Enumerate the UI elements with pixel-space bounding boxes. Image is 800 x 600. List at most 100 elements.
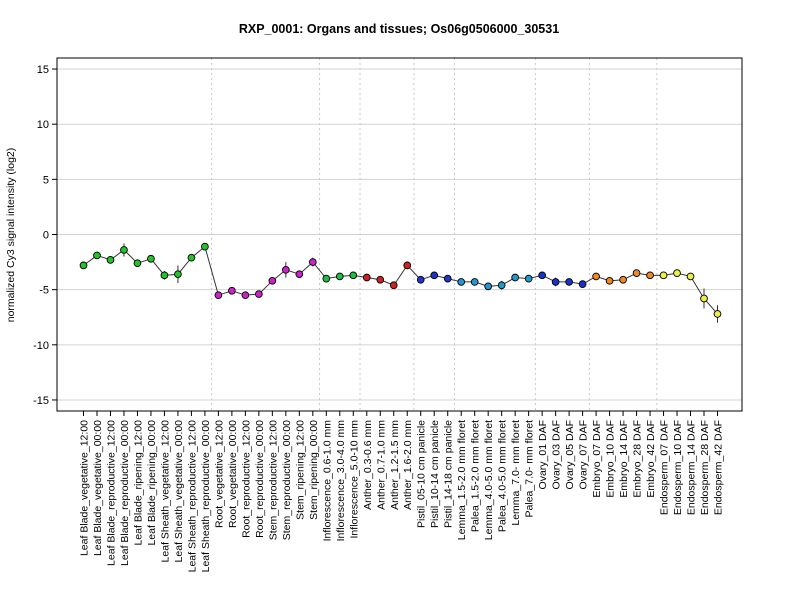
data-point	[174, 270, 182, 279]
data-point	[551, 278, 560, 286]
data-point	[430, 271, 439, 280]
x-tick-label: Ovary_03 DAF	[551, 420, 563, 489]
data-point	[605, 276, 614, 285]
axes: -15 -10 -5 0 5 10 15 Leaf Blade_vegetative_12:0…	[33, 64, 724, 572]
y-tick-label: 0	[43, 230, 49, 242]
x-tick-label: Embryo_28 DAF	[632, 420, 644, 498]
x-tick-label: Leaf Sheath_reproductive_12:00	[186, 420, 198, 573]
data-point	[335, 272, 344, 281]
x-tick-label: Endosperm_42 DAF	[713, 420, 725, 515]
data-point	[416, 275, 425, 284]
x-tick-label: Leaf Blade_vegetative_12:00	[79, 420, 91, 556]
data-point	[322, 274, 331, 283]
data-point	[389, 281, 398, 290]
x-tick-label: Embryo_07 DAF	[591, 420, 603, 498]
x-tick-label: Ovary_07 DAF	[578, 420, 590, 489]
x-tick-label: Embryo_14 DAF	[618, 420, 630, 498]
x-tick-label: Lemma_4.0-5.0 mm floret	[483, 420, 495, 540]
y-tick-label: 5	[43, 174, 49, 186]
x-tick-label: Embryo_42 DAF	[645, 420, 657, 498]
data-point	[376, 275, 385, 284]
x-tick-label: Inflorescence_5.0-10 mm	[348, 420, 360, 539]
x-tick-label: Stem_reproductive_00:00	[281, 420, 293, 540]
x-tick-label: Anther_0.3-0.6 mm	[362, 420, 374, 510]
data-point	[349, 271, 358, 280]
data-point	[403, 261, 412, 270]
y-tick-label: -5	[39, 285, 49, 297]
data-point	[160, 271, 169, 280]
data-point	[120, 246, 128, 254]
y-tick-label: -10	[33, 340, 49, 352]
x-tick-label: Ovary_05 DAF	[564, 420, 576, 489]
y-axis-label: normalized Cy3 signal intensity (log2)	[5, 148, 17, 323]
data-point	[214, 291, 223, 300]
chart-title: RXP_0001: Organs and tissues; Os06g05060…	[239, 22, 559, 36]
data-point	[79, 261, 88, 270]
data-point	[201, 242, 209, 251]
data-point	[511, 273, 520, 282]
x-tick-label: Leaf Sheath_reproductive_00:00	[200, 420, 212, 573]
data-point	[619, 275, 627, 284]
x-tick-label: Pistil_14-18 cm panicle	[443, 420, 455, 528]
data-point	[241, 291, 250, 300]
x-tick-label: Stem_ripening_00:00	[308, 420, 320, 520]
data-point	[295, 270, 304, 279]
data-point	[524, 274, 533, 283]
data-point	[106, 256, 115, 264]
data-point	[686, 272, 695, 281]
data-point	[578, 280, 587, 288]
x-tick-label: Root_vegetative_00:00	[227, 420, 239, 528]
x-tick-label: Palea_4.0-5.0 mm floret	[497, 420, 509, 532]
y-tick-label: 10	[37, 119, 49, 131]
x-tick-label: Endosperm_10 DAF	[672, 420, 684, 515]
x-tick-label: Endosperm_07 DAF	[659, 420, 671, 515]
grid	[57, 58, 742, 411]
x-tick-label: Root_vegetative_12:00	[213, 420, 225, 528]
x-tick-label: Palea_7.0- mm floret	[524, 420, 536, 518]
data-point	[646, 271, 654, 280]
data-point	[443, 274, 452, 283]
x-tick-label: Leaf Blade_ripening_00:00	[146, 420, 158, 546]
data-point	[362, 273, 371, 282]
x-tick-label: Leaf Sheath_vegetative_00:00	[173, 420, 185, 563]
x-tick-label: Endosperm_28 DAF	[699, 420, 711, 515]
x-tick-label: Leaf Blade_ripening_12:00	[132, 420, 144, 546]
data-point	[147, 254, 155, 263]
data-point	[538, 271, 546, 280]
data-point	[93, 251, 101, 260]
data-point	[133, 259, 142, 268]
y-tick-label: -15	[33, 395, 49, 407]
x-tick-label: Anther_1.6-2.0 mm	[402, 420, 414, 510]
x-tick-label: Stem_ripening_12:00	[294, 420, 306, 520]
x-tick-label: Stem_reproductive_12:00	[267, 420, 279, 540]
data-point	[255, 290, 263, 298]
x-tick-label: Endosperm_14 DAF	[686, 420, 698, 515]
data-point	[659, 271, 668, 280]
data-point	[565, 278, 573, 286]
x-tick-label: Anther_1.2-1.5 mm	[389, 420, 401, 510]
data-point	[470, 278, 479, 286]
y-tick-label: 15	[37, 64, 49, 76]
x-tick-label: Ovary_01 DAF	[537, 420, 549, 489]
x-tick-label: Leaf Sheath_vegetative_12:00	[159, 420, 171, 563]
x-tick-label: Pistil_05-10 cm panicle	[416, 420, 428, 528]
x-tick-label: Leaf Blade_vegetative_00:00	[92, 420, 104, 556]
x-tick-label: Lemma_1.5-2.0 mm floret	[456, 420, 468, 540]
data-point	[187, 253, 196, 262]
x-tick-label: Anther_0.7-1.0 mm	[375, 420, 387, 510]
x-tick-label: Leaf Blade_reproductive_12:00	[105, 420, 117, 566]
x-tick-label: Lemma_7.0- mm floret	[510, 420, 522, 526]
data-point	[700, 294, 708, 303]
data-point	[673, 269, 681, 277]
data-point	[484, 282, 493, 291]
data-points	[79, 242, 722, 318]
plot-frame	[56, 57, 743, 412]
data-point	[457, 278, 466, 286]
x-tick-label: Inflorescence_0.6-1.0 mm	[321, 420, 333, 542]
x-tick-label: Root_reproductive_12:00	[240, 420, 252, 538]
x-tick-label: Root_reproductive_00:00	[254, 420, 266, 538]
x-tick-label: Inflorescence_3.0-4.0 mm	[335, 420, 347, 542]
data-point	[228, 286, 236, 295]
x-tick-label: Leaf Blade_reproductive_00:00	[119, 420, 131, 566]
